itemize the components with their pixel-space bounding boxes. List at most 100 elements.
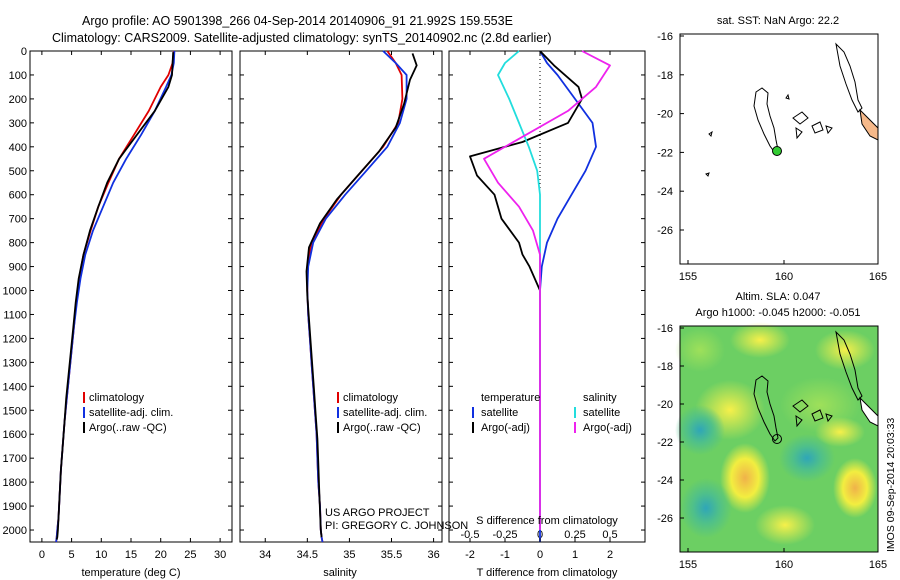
coastline-loyalty-islands: [792, 399, 833, 428]
legend-label: satellite-adj. clim.: [89, 407, 173, 419]
x-tick-labels: 0 5 10 15 20 25 30: [39, 549, 226, 561]
x-tick-labels: 155 160 165: [679, 260, 887, 283]
y-tick-labels: -16 -18 -20 -22 -24 -26: [657, 31, 684, 237]
legend-label: climatology: [89, 392, 145, 404]
series-line-satellite-adj-clim: [306, 50, 408, 543]
x-tick-label: 30: [214, 549, 226, 561]
figure-title-line2: Climatology: CARS2009. Satellite-adjuste…: [52, 31, 552, 45]
legend-label: Argo(..raw -QC): [89, 422, 167, 434]
depth-tick-label: 1200: [3, 333, 27, 345]
legend-label: satellite: [583, 407, 620, 419]
x-tick-label: 1: [572, 549, 578, 561]
map-lat-label: -18: [657, 70, 673, 82]
map-lon-label: 165: [869, 559, 887, 571]
temperature-profile-panel: 0100200300400500600700800900100011001200…: [3, 46, 233, 579]
series-line-argo-adj-salinity: [483, 50, 611, 530]
coastline-new-caledonia: [753, 87, 779, 154]
series-line-satellite-adj-clim: [55, 50, 176, 543]
figure-title-line1: Argo profile: AO 5901398_266 04-Sep-2014…: [82, 14, 513, 28]
sla-map: Altim. SLA: 0.047 Argo h1000: -0.045 h20…: [657, 291, 887, 571]
map-lat-label: -22: [657, 437, 673, 449]
coastline-small-islands: [705, 93, 790, 177]
depth-tick-label: 1500: [3, 405, 27, 417]
x-tick-label: 15: [125, 549, 137, 561]
legend: climatology satellite-adj. clim. Argo(..…: [83, 392, 173, 434]
series-line-satellite-salinity: [497, 50, 541, 530]
depth-tick-label: 900: [9, 262, 27, 274]
sla-map-title-line2: Argo h1000: -0.045 h2000: -0.051: [695, 307, 860, 319]
x-tick-label: -2: [465, 549, 475, 561]
s-tick-labels: -0.5 -0.25 0 0.25 0.5: [461, 529, 618, 541]
coastline-new-caledonia: [753, 375, 779, 442]
series-line-argo-raw-qc: [55, 52, 175, 540]
map-lat-label: -20: [657, 109, 673, 121]
y-tick-labels: -16 -18 -20 -22 -24 -26: [657, 323, 684, 525]
x-tick-labels: -2 -1 0 1 2: [465, 549, 613, 561]
map-lon-label: 165: [869, 271, 887, 283]
legend-title-salinity: salinity: [583, 392, 617, 404]
legend-label: Argo(..raw -QC): [343, 422, 421, 434]
legend-label: climatology: [343, 392, 399, 404]
imos-timestamp: IMOS 09-Sep-2014 20:03:33: [885, 418, 897, 552]
s-tick-label: 0.25: [564, 529, 585, 541]
map-lat-label: -26: [657, 225, 673, 237]
land-fill: [859, 108, 879, 141]
depth-tick-label: 1000: [3, 286, 27, 298]
map-lat-label: -26: [657, 513, 673, 525]
difference-profile-panel: -2 -1 0 1 2 -0.5 -0.25 0 0.25 0.5 T difference f…: [448, 50, 646, 579]
depth-tick-label: 500: [9, 166, 27, 178]
depth-tick-label: 800: [9, 238, 27, 250]
series-lines: [305, 50, 418, 543]
x-tick-label: 0: [537, 549, 543, 561]
x-tick-labels: 34 34.5 35 35.5 36: [259, 549, 440, 561]
depth-tick-label: 1100: [3, 309, 27, 321]
x-tick-label: 0: [39, 549, 45, 561]
series-line-climatology: [55, 50, 175, 543]
depth-tick-label: 700: [9, 214, 27, 226]
map-lon-label: 155: [679, 271, 697, 283]
panel-frame: [448, 50, 646, 543]
s-tick-label: -0.5: [461, 529, 480, 541]
map-lat-label: -18: [657, 361, 673, 373]
sst-map: sat. SST: NaN Argo: 22.2 -16 -18 -20 -22 -24…: [657, 15, 887, 283]
argo-float-marker: [772, 434, 782, 444]
series-line-argo-adj: [469, 50, 583, 530]
x-tick-label: 34: [259, 549, 271, 561]
coastline-loyalty-islands: [792, 111, 833, 140]
map-lat-label: -20: [657, 399, 673, 411]
depth-tick-label: 100: [9, 70, 27, 82]
legend-label: Argo(-adj): [583, 422, 632, 434]
depth-tick-label: 1600: [3, 429, 27, 441]
sst-map-title: sat. SST: NaN Argo: 22.2: [717, 15, 839, 27]
x-tick-label: 5: [69, 549, 75, 561]
depth-tick-labels: 0 100 200 300 400 500 600 700 800 900 1000 1100 1200…: [3, 46, 27, 537]
depth-tick-label: 1300: [3, 357, 27, 369]
depth-tick-label: 1900: [3, 501, 27, 513]
x-tick-label: 35: [343, 549, 355, 561]
depth-tick-label: 200: [9, 94, 27, 106]
x-tick-label: 25: [184, 549, 196, 561]
x-tick-label: 34.5: [297, 549, 318, 561]
legend: climatology satellite-adj. clim. Argo(..…: [337, 392, 427, 434]
map-lat-label: -16: [657, 31, 673, 43]
x-tick-label: 36: [427, 549, 439, 561]
x-tick-labels: 155 160 165: [679, 548, 887, 571]
x-tick-label: 10: [95, 549, 107, 561]
x-tick-label: 2: [607, 549, 613, 561]
depth-tick-label: 600: [9, 190, 27, 202]
map-lat-label: -16: [657, 323, 673, 335]
depth-tick-label: 1700: [3, 453, 27, 465]
depth-tick-label: 1400: [3, 381, 27, 393]
sla-map-frame: [679, 325, 879, 553]
x-tick-label: 35.5: [381, 549, 402, 561]
coastline-vanuatu: [835, 330, 863, 401]
argo-float-marker: [772, 146, 782, 156]
x-axis-label: temperature (deg C): [81, 567, 180, 579]
depth-tick-label: 1800: [3, 477, 27, 489]
legend-label: Argo(-adj): [481, 422, 530, 434]
s-tick-label: 0.5: [602, 529, 617, 541]
legend-label: satellite: [481, 407, 518, 419]
legend-label: satellite-adj. clim.: [343, 407, 427, 419]
map-lat-label: -24: [657, 186, 673, 198]
